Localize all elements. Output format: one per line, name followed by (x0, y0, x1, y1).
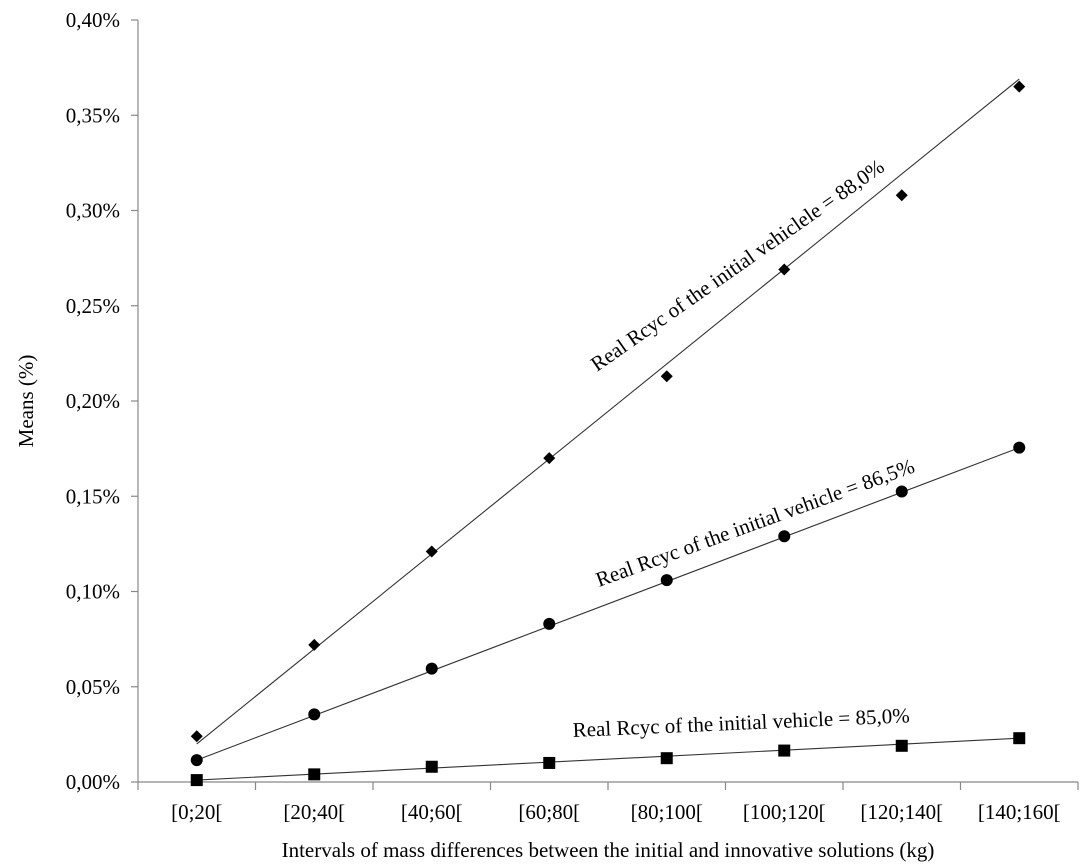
series-2-point (895, 485, 908, 498)
series-1-trend-line (196, 78, 1020, 745)
annotation-series-1: Real Rcyc of the initial vehiclele = 88,… (586, 154, 888, 376)
x-tick-label: [120;140[ (860, 800, 943, 824)
x-tick-label: [20;40[ (283, 800, 345, 824)
series-3-point (190, 774, 203, 787)
series-2-point (1013, 441, 1026, 454)
axes (137, 20, 1078, 783)
x-tick-label: [140;160[ (978, 800, 1061, 824)
series-3-point (425, 760, 438, 773)
annotation-series-3: Real Rcyc of the initial vehicle = 85,0% (572, 703, 910, 742)
series-1-point (425, 545, 438, 558)
y-tick-label: 0,05% (66, 675, 120, 699)
series-1-point (778, 263, 791, 276)
series-2-point (778, 530, 791, 543)
x-tick-label: [100;120[ (743, 800, 826, 824)
x-tick-label: [80;100[ (631, 800, 703, 824)
x-tick-label: [0;20[ (171, 800, 222, 824)
series-3-trend-line (196, 737, 1020, 781)
series-1-point (895, 189, 908, 202)
series-3-point (308, 768, 321, 781)
y-axis-title: Means (%) (14, 355, 38, 448)
y-tick-label: 0,35% (66, 103, 120, 127)
series-1-point (1013, 80, 1026, 93)
x-ticks: [0;20[ [20;40[ [40;60[ [60;80[ [80;100[ [100;… (137, 782, 1079, 824)
y-tick-label: 0,25% (66, 294, 120, 318)
series-3-point (1013, 732, 1026, 745)
series-1-point (660, 370, 673, 383)
series-3-point (543, 756, 556, 769)
x-tick-label: [40;60[ (401, 800, 463, 824)
series-layer (190, 78, 1026, 787)
series-3-point (660, 752, 673, 765)
series-2-point (543, 617, 556, 630)
series-2-point (308, 708, 321, 721)
annotations: Real Rcyc of the initial vehiclele = 88,… (572, 154, 917, 742)
series-1-point (190, 730, 203, 743)
y-tick-label: 0,40% (66, 8, 120, 32)
y-tick-label: 0,30% (66, 199, 120, 223)
series-2-trend-line (196, 447, 1020, 761)
x-tick-label: [60;80[ (518, 800, 580, 824)
y-tick-label: 0,10% (66, 580, 120, 604)
y-tick-label: 0,15% (66, 484, 120, 508)
y-tick-label: 0,20% (66, 389, 120, 413)
annotation-series-2: Real Rcyc of the initial vehicle = 86,5% (593, 454, 918, 592)
series-1-point (308, 638, 321, 651)
y-ticks: 0,00% 0,05% 0,10% 0,15% 0,20% 0,25% 0,30% 0,35%… (66, 8, 138, 794)
series-2-point (660, 574, 673, 587)
series-1-point (543, 452, 556, 465)
series-3-point (778, 744, 791, 757)
series-2-point (425, 662, 438, 675)
x-axis-title: Intervals of mass differences between th… (282, 838, 935, 862)
series-2-point (190, 754, 203, 767)
y-tick-label: 0,00% (66, 770, 120, 794)
series-3-point (895, 739, 908, 752)
